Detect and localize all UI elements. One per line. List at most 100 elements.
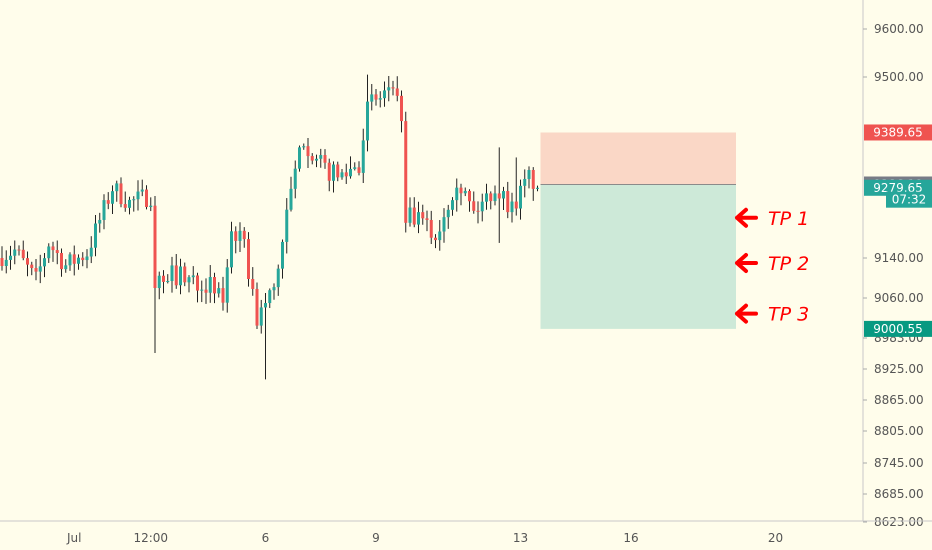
candle-body [213,277,216,294]
candle-body [128,199,131,208]
candle-body [38,266,42,272]
tp-label: TP 2 [768,253,809,275]
candle-body [264,303,267,308]
candle-body [208,277,212,293]
candle-body [30,264,34,269]
tp-label: TP 3 [768,304,809,326]
candle-body [327,162,331,181]
candle-body [13,249,17,256]
candle-body [183,266,187,283]
candle-body [85,256,89,261]
price-tag [864,124,932,141]
candle-body [149,205,153,207]
candle-body [349,168,352,177]
candle-body [4,259,8,266]
candle-body [170,265,174,282]
candle-body [55,250,59,254]
candle-body [77,257,80,264]
time-axis-tick: 12:00 [133,531,168,545]
candle-body [111,191,114,204]
time-axis-tick: 6 [262,531,270,545]
price-axis-tick: 9600.00 [874,22,924,36]
candle-body [21,249,25,259]
candle-body [302,146,306,148]
candle-body [72,254,76,264]
price-tag [864,320,932,337]
price-axis-tick: 8745.00 [874,456,924,470]
candle-body [140,189,144,192]
candle-body [315,158,318,161]
candle-body [242,230,246,240]
time-axis-tick: 16 [623,531,638,545]
candle-body [353,167,357,169]
candle-body [98,219,102,224]
candle-body [115,183,119,192]
candle-body [0,258,4,266]
candle-body [132,199,136,201]
price-tag-label: 9279.65 [873,181,923,195]
candle-body [17,249,21,251]
tp-arrow-icon [735,207,758,228]
tp-arrow-icon [735,303,758,324]
candle-body [162,275,165,282]
candle-body [276,268,280,288]
candle-body [293,168,297,189]
candle-body [506,191,510,213]
candle-body [298,147,301,169]
candle-body [319,155,323,159]
candle-body [217,288,221,294]
candle-body [408,207,412,223]
candle-body [200,289,204,291]
candle-body [476,210,480,212]
time-axis-tick: 20 [768,531,783,545]
candle-body [255,288,259,326]
stop-loss-zone [540,132,736,185]
candle-body [370,94,374,102]
candle-body [387,87,391,91]
candle-body [230,231,233,268]
candle-body [166,281,170,283]
candle-body [344,172,348,177]
candle-body [68,254,72,266]
candle-body [468,190,471,202]
candle-body [442,217,446,232]
candle-body [43,258,46,267]
candle-body [434,237,437,241]
price-axis-tick: 9140.00 [874,251,924,265]
candle-body [102,200,106,220]
take-profit-zone [540,184,736,329]
candle-body [221,288,225,303]
candle-body [404,121,408,223]
candle-body [374,94,378,100]
price-tag-label: 07:32 [892,193,927,207]
candle-body [247,239,250,279]
candle-body [480,201,484,212]
price-axis-tick: 8685.00 [874,487,924,501]
candle-body [485,193,488,202]
candle-body [89,247,93,257]
candle-body [429,219,433,238]
candle-body [204,289,208,293]
candle-body [378,98,382,100]
candle-body [391,87,395,89]
candle-body [123,204,127,208]
candle-body [421,212,425,219]
tp-arrow-icon [735,253,758,273]
candle-body [234,231,238,241]
candle-body [361,140,365,173]
time-axis-tick: 9 [372,531,380,545]
candle-body [459,187,463,194]
candle-body [272,287,276,291]
candle-body [472,201,476,211]
candle-body [268,290,272,304]
candle-body [451,200,454,210]
candle-body [94,223,97,248]
candle-body [383,90,386,99]
candle-body [463,190,467,194]
price-axis-tick: 8865.00 [874,393,924,407]
candle-body [332,164,335,181]
price-axis-tick: 9060.00 [874,291,924,305]
candle-body [523,178,527,186]
price-axis-tick: 9500.00 [874,70,924,84]
